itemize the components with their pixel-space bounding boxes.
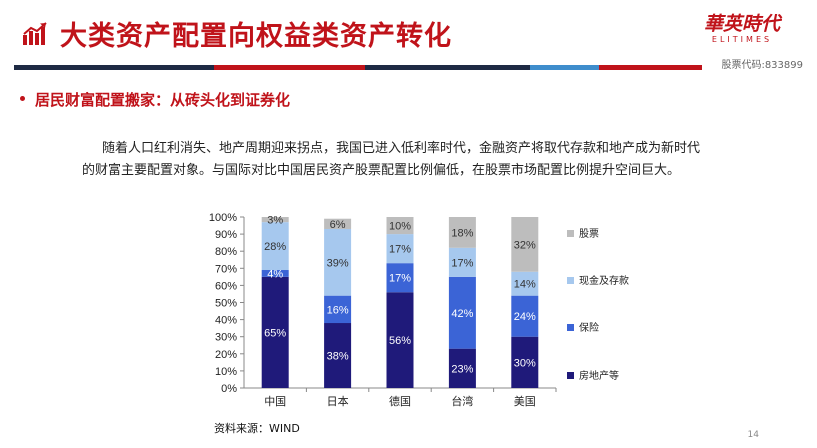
- source-note: 资料来源：WIND: [214, 422, 300, 435]
- brand-logo: 華英時代 ELITIMES: [687, 13, 797, 45]
- bar-segment: [511, 336, 539, 388]
- legend-label: 保险: [579, 321, 599, 334]
- data-label: 17%: [451, 257, 473, 269]
- bar-segment: [511, 271, 539, 296]
- divider-segment: [364, 65, 530, 70]
- data-label: 65%: [264, 327, 286, 339]
- bar-segment: [261, 276, 289, 388]
- legend-label: 房地产等: [579, 369, 619, 382]
- y-tick-label: 10%: [215, 366, 237, 378]
- bar-segment: [324, 295, 352, 324]
- bar-segment: [386, 217, 414, 235]
- y-tick-label: 30%: [215, 332, 237, 344]
- bar-segment: [448, 276, 476, 349]
- data-label: 17%: [389, 273, 411, 285]
- data-label: 42%: [451, 308, 473, 320]
- y-tick-label: 40%: [215, 315, 237, 327]
- data-label: 10%: [389, 221, 411, 233]
- bar-segment: [324, 228, 352, 296]
- legend-label: 股票: [579, 228, 599, 240]
- bar-segment: [448, 348, 476, 388]
- data-label: 30%: [514, 357, 536, 369]
- bar-segment: [511, 295, 539, 337]
- data-label: 23%: [451, 363, 473, 375]
- divider-segment: [213, 65, 365, 70]
- category-label: 德国: [389, 394, 411, 408]
- brand-name-en: ELITIMES: [711, 35, 773, 44]
- page-number: 14: [747, 430, 759, 440]
- bar-segment: [386, 263, 414, 293]
- header-divider: [14, 65, 702, 70]
- divider-segment: [598, 65, 702, 70]
- category-label: 中国: [264, 395, 286, 408]
- data-label: 14%: [514, 279, 536, 291]
- y-tick-label: 80%: [215, 246, 237, 258]
- data-label: 38%: [327, 351, 349, 363]
- legend-swatch: [567, 277, 574, 284]
- bar-segment: [448, 217, 476, 248]
- trend-up-icon: [23, 22, 47, 45]
- bar-segment: [386, 234, 414, 264]
- y-tick-label: 60%: [215, 280, 237, 292]
- body-paragraph: 随着人口红利消失、地产周期迎来拐点，我国已进入低利率时代，金融资产将取代存款和地…: [82, 138, 782, 182]
- data-label: 4%: [267, 268, 283, 280]
- data-label: 24%: [514, 311, 536, 323]
- data-label: 3%: [267, 215, 283, 227]
- legend-swatch: [567, 324, 574, 331]
- bar-segment: [511, 217, 539, 272]
- legend-swatch: [567, 230, 574, 237]
- stock-code: 股票代码:833899: [721, 60, 803, 71]
- y-tick-label: 50%: [215, 298, 237, 310]
- y-tick-label: 20%: [215, 349, 237, 361]
- data-label: 32%: [514, 239, 536, 251]
- bar-segment: [324, 323, 352, 388]
- bar-segment: [386, 292, 414, 388]
- legend-swatch: [567, 372, 574, 379]
- y-tick-label: 0%: [221, 383, 237, 395]
- category-label: 台湾: [451, 394, 473, 408]
- divider-segment: [14, 65, 214, 70]
- bar-segment: [261, 222, 289, 271]
- data-label: 16%: [327, 304, 349, 316]
- data-label: 17%: [389, 244, 411, 256]
- category-label: 日本: [327, 394, 349, 408]
- bar-segment: [448, 247, 476, 277]
- data-label: 56%: [389, 335, 411, 347]
- page-title: 大类资产配置向权益类资产转化: [60, 21, 452, 52]
- y-tick-label: 90%: [215, 229, 237, 241]
- y-tick-label: 100%: [209, 212, 237, 224]
- data-label: 39%: [327, 257, 349, 269]
- bar-segment: [261, 270, 289, 277]
- section-heading-text: 居民财富配置搬家：从砖头化到证券化: [35, 91, 291, 109]
- bar-segment: [324, 218, 352, 229]
- data-label: 18%: [451, 227, 473, 239]
- bullet-icon: [20, 96, 25, 101]
- body-line-2: 的财富主要配置对象。与国际对比中国居民资产股票配置比例偏低，在股票市场配置比例提…: [82, 163, 681, 178]
- legend-label: 现金及存款: [579, 274, 629, 287]
- category-label: 美国: [514, 395, 536, 408]
- brand-name-cn: 華英時代: [703, 13, 780, 35]
- data-label: 28%: [264, 241, 286, 253]
- divider-segment: [529, 65, 599, 70]
- body-line-1: 随着人口红利消失、地产周期迎来拐点，我国已进入低利率时代，金融资产将取代存款和地…: [102, 141, 701, 156]
- section-heading: 居民财富配置搬家：从砖头化到证券化: [20, 89, 290, 110]
- bar-segment: [261, 217, 289, 223]
- data-label: 6%: [330, 219, 346, 231]
- y-tick-label: 70%: [215, 263, 237, 275]
